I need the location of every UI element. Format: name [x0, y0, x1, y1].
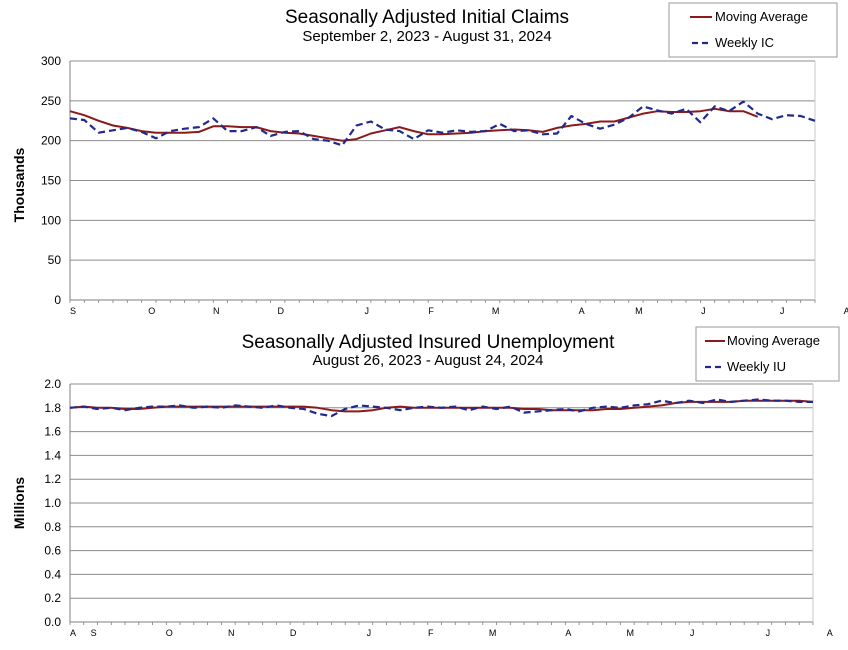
x-month-label: O — [166, 628, 173, 638]
chart1-legend-box — [668, 2, 838, 58]
y-tick-label: 200 — [41, 134, 61, 148]
x-month-label: A — [827, 628, 833, 638]
y-tick-label: 250 — [41, 94, 61, 108]
chart2-legend-weekly-label: Weekly IU — [727, 359, 786, 374]
chart2-legend-box — [695, 326, 840, 382]
chart1-y-ticks: 0 50 100 150 200 250 300 — [41, 54, 61, 307]
x-month-label: A — [70, 628, 76, 638]
x-month-label: M — [489, 628, 497, 638]
x-month-label: S — [70, 306, 76, 316]
x-month-label: A — [579, 306, 585, 316]
chart2-gridlines — [70, 383, 813, 599]
y-tick-label: 0.8 — [44, 520, 61, 534]
chart1-gridlines — [70, 60, 815, 261]
x-month-label: O — [148, 306, 155, 316]
x-month-label: M — [627, 628, 635, 638]
x-month-label: M — [492, 306, 500, 316]
x-month-label: J — [701, 306, 706, 316]
x-month-label: D — [277, 306, 284, 316]
y-tick-label: 1.4 — [44, 448, 61, 462]
y-tick-label: 50 — [48, 253, 62, 267]
chart2-y-ticks: 0.0 0.2 0.4 0.6 0.8 1.0 1.2 1.4 1.6 1.8 2.0 — [44, 377, 61, 629]
y-tick-label: 300 — [41, 54, 61, 68]
x-month-label: J — [780, 306, 785, 316]
chart2-legend-ma-label: Moving Average — [727, 333, 820, 348]
chart2-subtitle: August 26, 2023 - August 24, 2024 — [312, 352, 543, 369]
x-month-label: N — [228, 628, 235, 638]
y-tick-label: 100 — [41, 213, 61, 227]
chart1-subtitle: September 2, 2023 - August 31, 2024 — [302, 28, 551, 45]
chart1-legend: Moving Average Weekly IC — [668, 2, 838, 58]
x-month-label: J — [367, 628, 372, 638]
insured-unemployment-chart: Seasonally Adjusted Insured Unemployment… — [11, 326, 840, 638]
moving-average-line — [69, 107, 759, 142]
y-tick-label: 1.0 — [44, 496, 61, 510]
chart2-ylabel: Millions — [11, 477, 27, 529]
x-month-label: N — [213, 306, 220, 316]
chart1-series — [69, 100, 816, 147]
chart1-legend-ma-label: Moving Average — [715, 9, 808, 24]
x-month-label: A — [565, 628, 571, 638]
weekly-line — [69, 398, 813, 418]
chart1-ylabel: Thousands — [11, 147, 27, 222]
initial-claims-chart: Seasonally Adjusted Initial Claims Septe… — [11, 2, 848, 316]
x-month-label: J — [766, 628, 771, 638]
x-month-label: S — [91, 628, 97, 638]
x-month-label: F — [428, 306, 434, 316]
chart2-title: Seasonally Adjusted Insured Unemployment — [242, 332, 616, 353]
y-tick-label: 1.8 — [44, 401, 61, 415]
y-tick-label: 0.0 — [44, 615, 61, 629]
x-month-label: J — [364, 306, 369, 316]
y-tick-label: 0.6 — [44, 544, 61, 558]
y-tick-label: 2.0 — [44, 377, 61, 391]
chart1-title: Seasonally Adjusted Initial Claims — [285, 7, 569, 28]
y-tick-label: 0.4 — [44, 567, 61, 581]
y-tick-label: 0.2 — [44, 591, 61, 605]
x-month-label: A — [844, 306, 848, 316]
y-tick-label: 0 — [54, 293, 61, 307]
x-month-label: F — [428, 628, 434, 638]
y-tick-label: 1.2 — [44, 472, 61, 486]
x-month-label: J — [690, 628, 695, 638]
x-month-label: M — [635, 306, 643, 316]
x-month-label: D — [290, 628, 297, 638]
chart1-legend-weekly-label: Weekly IC — [715, 35, 774, 50]
chart2-series — [69, 398, 814, 418]
y-tick-label: 150 — [41, 174, 61, 188]
weekly-line — [69, 100, 816, 147]
chart2-legend: Moving Average Weekly IU — [695, 326, 840, 382]
y-tick-label: 1.6 — [44, 425, 61, 439]
